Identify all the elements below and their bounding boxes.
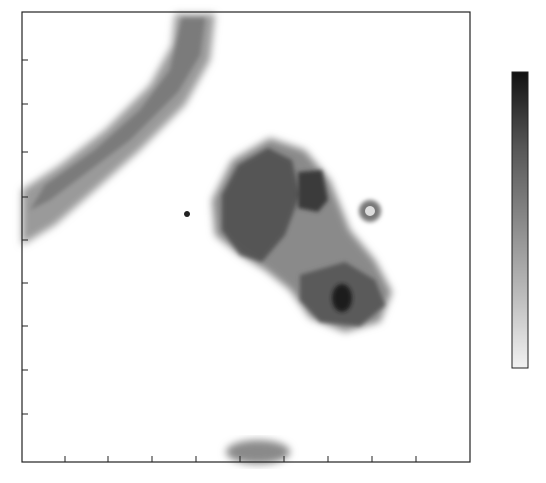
colorbar <box>512 72 528 368</box>
small-cell-center <box>365 206 375 216</box>
storm-eye <box>332 284 352 312</box>
south-cell <box>226 440 290 464</box>
page <box>0 0 546 483</box>
radar-map <box>0 0 546 483</box>
point-cell <box>184 211 190 217</box>
colorbar-scale <box>512 72 528 368</box>
